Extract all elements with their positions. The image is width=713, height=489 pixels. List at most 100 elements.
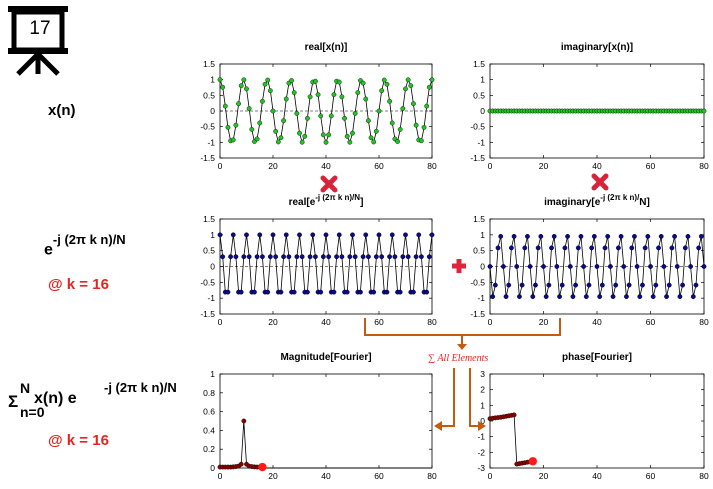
- data-point: [557, 294, 562, 300]
- data-point: [645, 233, 651, 239]
- data-point: [567, 264, 573, 269]
- data-point: [344, 289, 350, 295]
- data-point: [270, 108, 276, 114]
- data-point: [616, 245, 621, 251]
- data-point: [365, 118, 371, 124]
- x-tick-label: 80: [427, 161, 437, 171]
- data-point: [230, 137, 236, 143]
- y-tick-label: -1: [477, 432, 485, 442]
- data-point: [241, 77, 247, 83]
- data-point: [254, 136, 260, 142]
- data-point: [220, 84, 226, 90]
- data-point: [289, 78, 294, 83]
- x-tick-label: 60: [374, 471, 384, 481]
- x-tick-label: 20: [539, 161, 549, 171]
- data-point: [677, 294, 683, 300]
- data-point: [371, 289, 377, 295]
- data-point: [405, 254, 411, 260]
- data-point: [389, 120, 395, 126]
- data-point: [262, 81, 268, 87]
- data-point: [565, 233, 570, 239]
- y-tick-label: 0.4: [203, 425, 215, 435]
- y-tick-label: 0.5: [203, 90, 215, 100]
- data-point: [418, 254, 424, 260]
- y-tick-label: 3: [480, 369, 485, 379]
- data-point: [267, 254, 273, 260]
- x-tick-label: 0: [218, 317, 223, 327]
- data-point: [241, 254, 247, 260]
- y-tick-label: 0: [210, 262, 215, 272]
- data-point: [312, 254, 318, 260]
- data-point: [273, 254, 279, 260]
- y-tick-label: 0.6: [203, 407, 215, 417]
- data-point: [318, 113, 324, 119]
- y-tick-label: -1: [207, 293, 215, 303]
- data-point: [257, 120, 263, 126]
- arrowheads: [434, 344, 486, 431]
- data-point: [320, 132, 326, 138]
- data-point: [698, 233, 704, 239]
- data-point: [336, 79, 342, 85]
- data-point: [281, 118, 286, 124]
- data-point: [254, 254, 260, 260]
- data-point: [527, 264, 533, 269]
- data-point: [339, 94, 345, 100]
- chart-title-sup: -j (2π k n)/: [600, 193, 640, 202]
- data-point: [610, 294, 616, 300]
- data-point: [626, 282, 632, 288]
- data-point: [492, 282, 498, 288]
- data-point: [535, 245, 541, 251]
- data-point: [653, 282, 659, 288]
- data-point: [546, 282, 552, 288]
- data-point: [570, 294, 576, 300]
- y-tick-label: 0: [480, 106, 485, 116]
- data-point: [634, 264, 640, 269]
- data-point: [305, 289, 310, 295]
- data-point: [674, 264, 680, 269]
- data-point: [403, 86, 408, 92]
- data-point: [503, 294, 509, 300]
- data-point: [575, 245, 581, 251]
- data-point: [498, 233, 504, 239]
- data-point: [500, 264, 506, 269]
- x-tick-label: 20: [539, 317, 549, 327]
- data-point: [326, 132, 332, 138]
- y-tick-label: 0.5: [203, 246, 215, 256]
- data-point: [397, 127, 403, 132]
- multiply-icon: [320, 175, 338, 193]
- data-point: [411, 101, 416, 107]
- data-point: [693, 282, 699, 288]
- data-point: [511, 412, 517, 418]
- data-point: [429, 77, 435, 83]
- y-tick-label: 1.5: [473, 214, 485, 224]
- x-tick-label: 40: [321, 471, 331, 481]
- data-point: [344, 133, 350, 139]
- chart-title: real[e-j (2π k n)/N]: [289, 193, 364, 208]
- data-point: [265, 77, 271, 83]
- x-tick-label: 0: [218, 471, 223, 481]
- data-point: [426, 254, 432, 260]
- data-point: [533, 282, 538, 288]
- data-point: [541, 264, 546, 269]
- y-tick-label: 0.5: [473, 90, 485, 100]
- y-tick-label: 0: [210, 106, 215, 116]
- data-point: [589, 245, 595, 251]
- data-point: [225, 124, 231, 130]
- data-point: [352, 111, 358, 116]
- x-tick-label: 60: [646, 317, 656, 327]
- data-point: [278, 135, 284, 141]
- data-point: [421, 124, 427, 130]
- data-point: [669, 245, 675, 251]
- data-point: [637, 294, 643, 300]
- chart-real-x: real[x(n)] 0 20 40 60 80 -1.5 -1 -0.5 0 0.5 1 1.5: [200, 42, 437, 171]
- data-point: [273, 128, 279, 134]
- data-point: [318, 289, 324, 295]
- data-point: [302, 133, 308, 139]
- data-point: [594, 264, 600, 269]
- series-line: [220, 420, 263, 468]
- x-tick-label: 40: [321, 317, 331, 327]
- y-tick-label: 1: [210, 75, 215, 85]
- data-point: [629, 245, 635, 251]
- chart-imag-kernel: imaginary[e-j (2π k n)/N] 0 20 40 60 80 -1.5 -1…: [470, 193, 709, 327]
- data-point: [411, 289, 416, 295]
